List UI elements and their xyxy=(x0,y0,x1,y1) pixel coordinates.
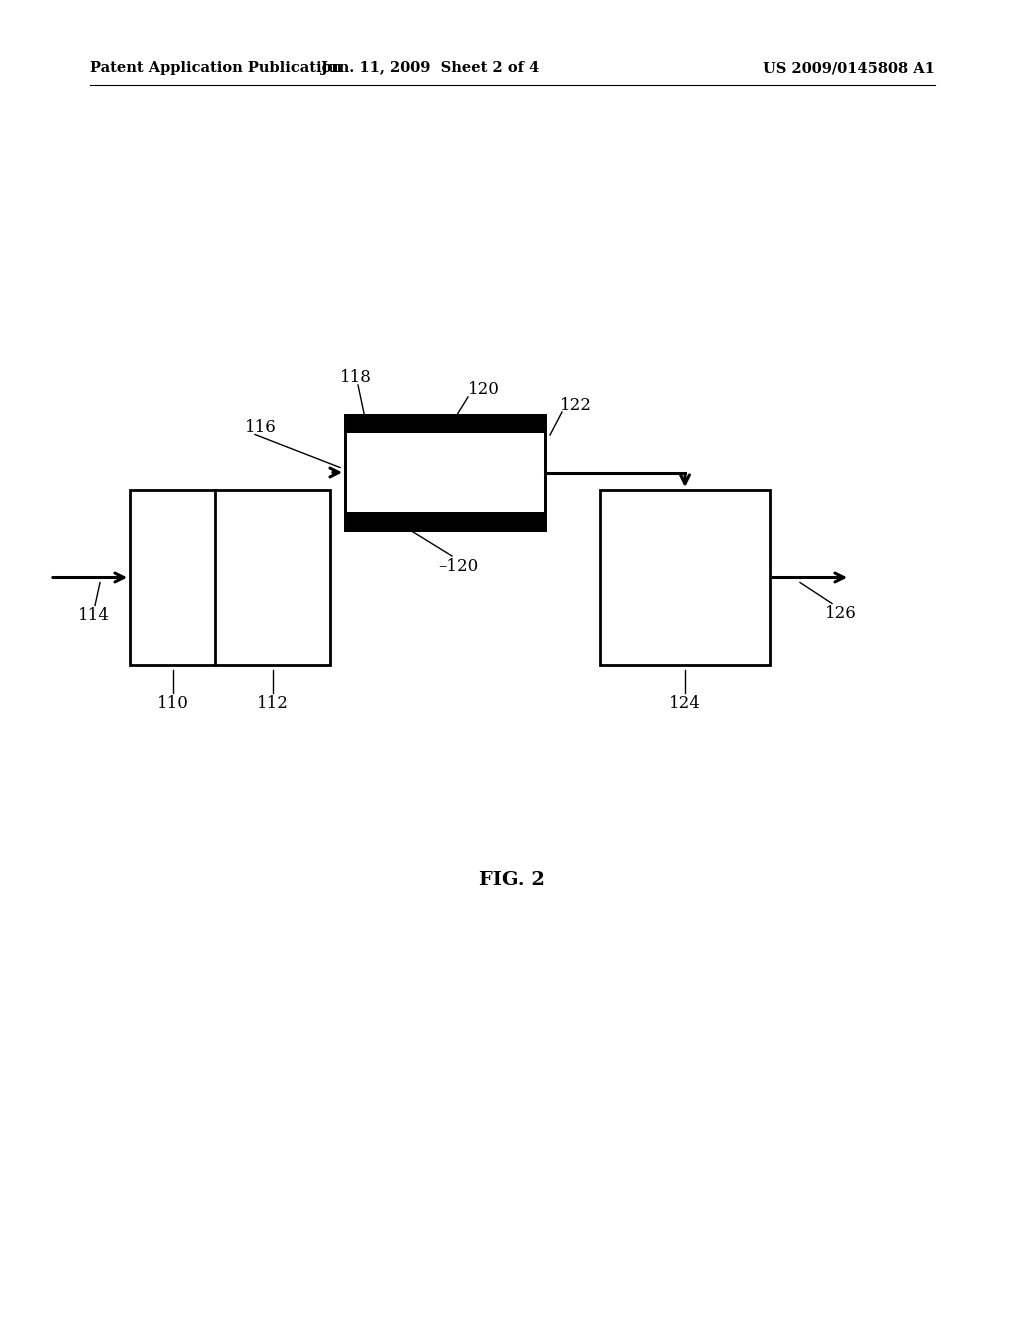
Bar xyxy=(345,414,545,531)
Text: 114: 114 xyxy=(78,607,110,624)
Bar xyxy=(345,414,545,433)
Bar xyxy=(345,414,545,531)
Text: 110: 110 xyxy=(157,696,188,711)
Text: Jun. 11, 2009  Sheet 2 of 4: Jun. 11, 2009 Sheet 2 of 4 xyxy=(321,61,539,75)
Text: Patent Application Publication: Patent Application Publication xyxy=(90,61,342,75)
Bar xyxy=(600,490,770,665)
Text: 122: 122 xyxy=(560,396,592,413)
Text: 118: 118 xyxy=(340,368,372,385)
Text: 112: 112 xyxy=(257,696,289,711)
Text: US 2009/0145808 A1: US 2009/0145808 A1 xyxy=(763,61,935,75)
Bar xyxy=(130,490,330,665)
Text: FIG. 2: FIG. 2 xyxy=(479,871,545,888)
Text: –120: –120 xyxy=(438,558,478,576)
Text: 124: 124 xyxy=(669,696,701,711)
Bar xyxy=(345,512,545,531)
Text: 116: 116 xyxy=(245,418,276,436)
Text: 126: 126 xyxy=(825,606,857,623)
Text: 120: 120 xyxy=(468,381,500,399)
